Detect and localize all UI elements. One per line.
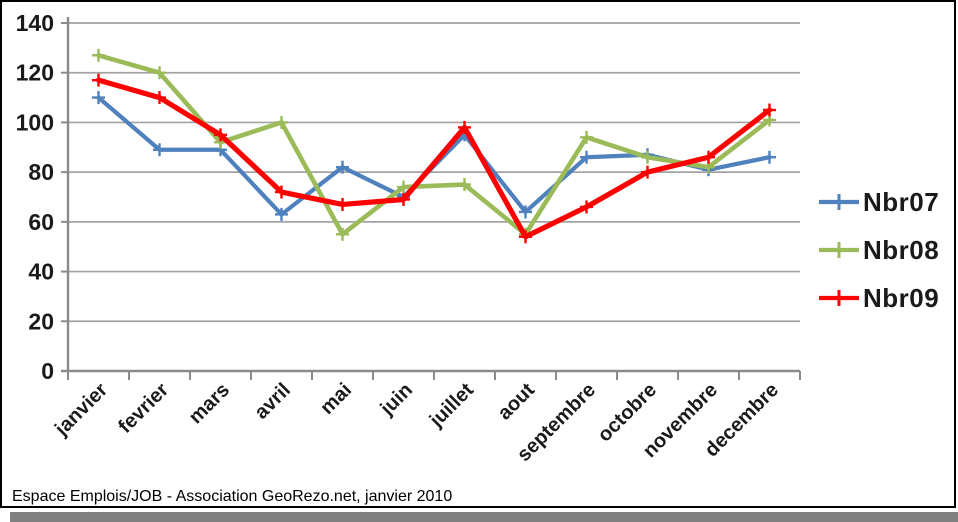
y-axis-label: 80	[28, 159, 54, 185]
legend-marker-icon	[819, 242, 859, 258]
legend-marker-icon	[819, 290, 859, 306]
y-axis-label: 140	[16, 10, 54, 36]
y-axis-label: 100	[16, 109, 54, 135]
legend-label: Nbr07	[863, 186, 940, 217]
y-axis-label: 60	[28, 209, 54, 235]
y-axis-label: 120	[16, 60, 54, 86]
x-axis-label: janvier	[50, 379, 112, 441]
legend-label: Nbr09	[863, 282, 940, 313]
y-axis-label: 0	[41, 358, 54, 384]
chart-caption: Espace Emplois/JOB - Association GeoRezo…	[12, 488, 453, 505]
x-axis-label: juin	[376, 379, 417, 420]
chart-image-frame	[0, 0, 956, 508]
legend-label: Nbr08	[863, 234, 940, 265]
y-axis-label: 20	[28, 308, 54, 334]
x-axis-label: avril	[250, 379, 295, 424]
x-axis-label: mai	[316, 379, 356, 419]
window-shadow	[10, 512, 958, 522]
x-axis-label: fevrier	[114, 379, 173, 438]
x-axis-label: mars	[185, 379, 234, 428]
legend-item-Nbr08: Nbr08	[818, 226, 939, 274]
chart-legend: Nbr07 Nbr08 Nbr09	[818, 178, 939, 322]
legend-marker-icon	[819, 194, 859, 210]
legend-item-Nbr07: Nbr07	[818, 178, 939, 226]
x-axis-label: juillet	[425, 379, 478, 432]
line-chart: 0 20 40 60 80 100 120 140 janvier fevrier mars avri…	[16, 10, 801, 466]
legend-item-Nbr09: Nbr09	[818, 274, 939, 322]
y-axis-label: 40	[28, 259, 54, 285]
x-axis-label: aout	[494, 379, 540, 425]
series-line-Nbr09	[95, 77, 773, 240]
series-line-Nbr08	[96, 53, 772, 237]
